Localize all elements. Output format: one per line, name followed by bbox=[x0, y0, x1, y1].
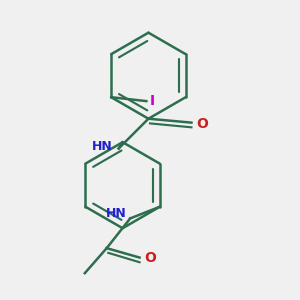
Text: O: O bbox=[144, 250, 156, 265]
Text: HN: HN bbox=[92, 140, 112, 153]
Text: I: I bbox=[149, 94, 154, 108]
Text: O: O bbox=[196, 117, 208, 131]
Text: HN: HN bbox=[106, 207, 126, 220]
